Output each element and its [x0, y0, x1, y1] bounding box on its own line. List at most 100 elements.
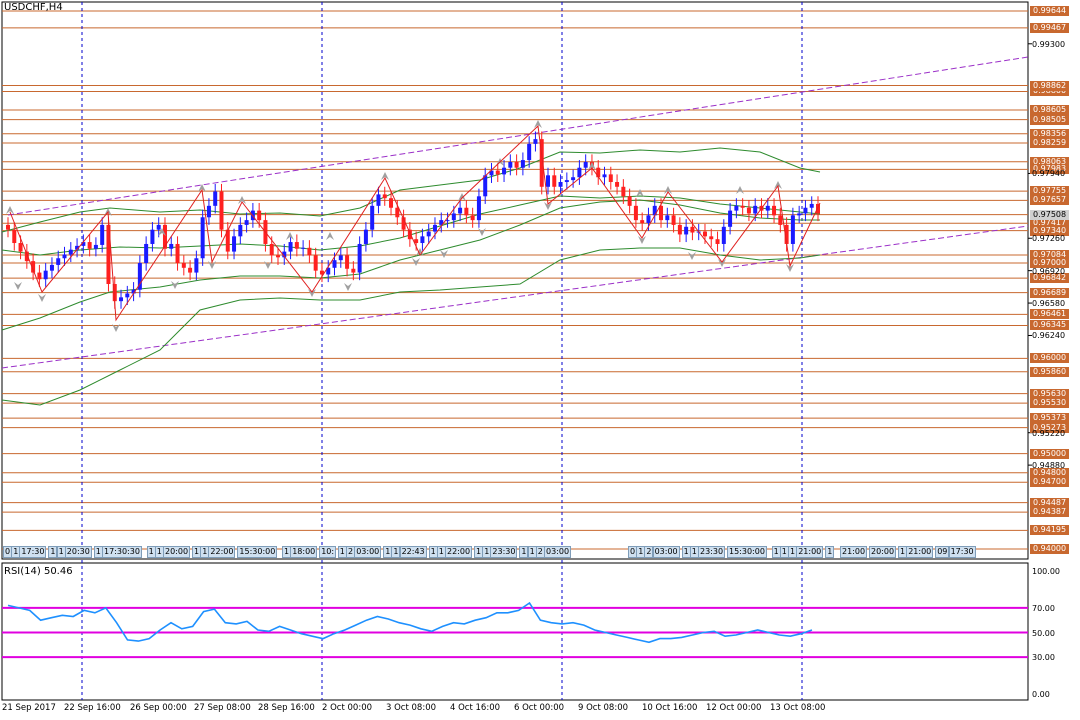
bollinger-lower-band — [1, 247, 821, 406]
fractal-up-marker — [534, 120, 542, 128]
price-level-label: 0.95000 — [1030, 448, 1070, 459]
bear-candle — [313, 255, 318, 271]
current-price-label: 0.97508 — [1030, 209, 1070, 220]
bull-candle — [439, 220, 444, 225]
fractal-up-marker — [664, 186, 672, 194]
price-level-label: 0.97983 — [1030, 164, 1070, 175]
price-level-label: 0.98505 — [1030, 114, 1070, 125]
bear-candle — [407, 229, 412, 240]
price-level-label: 0.96689 — [1030, 287, 1070, 298]
bull-candle — [583, 161, 588, 168]
bull-candle — [125, 293, 130, 298]
price-level-label: 0.97657 — [1030, 195, 1070, 206]
timestamp-tag: 21:00 — [906, 546, 934, 558]
price-level-label: 0.94800 — [1030, 467, 1070, 478]
price-level-label: 0.96461 — [1030, 309, 1070, 320]
timestamp-tag: 09 — [935, 546, 950, 558]
bull-candle — [119, 297, 124, 302]
bull-candle — [420, 236, 425, 244]
timestamp-tag: 21:00 — [840, 546, 868, 558]
timestamp-tag: 17:30:30 — [102, 546, 142, 558]
fractal-down-marker — [264, 261, 272, 269]
fractal-up-marker — [588, 162, 596, 170]
bull-candle — [81, 242, 86, 246]
timestamp-tag: 03:00 — [652, 546, 680, 558]
bull-candle — [558, 182, 563, 187]
price-level-label: 0.98605 — [1030, 105, 1070, 116]
price-level-label: 0.98862 — [1030, 80, 1070, 91]
timestamp-tag: 22:43 — [399, 546, 427, 558]
bull-candle — [238, 224, 243, 237]
fractal-down-marker — [412, 258, 420, 266]
price-level-label: 0.97755 — [1030, 186, 1070, 197]
bull-candle — [445, 220, 450, 222]
fractal-down-marker — [308, 289, 316, 297]
time-axis-label: 4 Oct 16:00 — [450, 703, 501, 713]
bear-candle — [633, 205, 638, 221]
timestamp-tag: 17:30 — [948, 546, 976, 558]
time-axis-label: 9 Oct 08:00 — [578, 703, 629, 713]
bull-candle — [301, 247, 306, 249]
bull-candle — [68, 249, 73, 255]
timestamp-tag: 22:00 — [445, 546, 473, 558]
price-level-label: 0.97000 — [1030, 258, 1070, 269]
price-level-label: 0.95373 — [1030, 413, 1070, 424]
bear-candle — [257, 210, 262, 221]
timestamp-tag: 18:00 — [290, 546, 318, 558]
time-axis-label: 12 Oct 00:00 — [706, 703, 762, 713]
bear-candle — [671, 215, 676, 225]
bull-candle — [232, 236, 237, 252]
price-scale-label: 0.99300 — [1032, 39, 1066, 49]
timestamp-tag: 20:30 — [64, 546, 92, 558]
timestamp-tag: 15:30:00 — [727, 546, 767, 558]
fractal-up-marker — [458, 193, 466, 201]
price-level-label: 0.96345 — [1030, 320, 1070, 331]
fractal-down-marker — [208, 261, 216, 269]
bear-candle — [784, 224, 789, 244]
bull-candle — [451, 213, 456, 221]
price-level-label: 0.98800 — [1030, 86, 1070, 97]
bull-candle — [288, 242, 293, 252]
bull-candle — [56, 258, 61, 265]
fractal-down-marker — [171, 281, 179, 289]
price-scale-label: 0.94880 — [1032, 461, 1066, 471]
bull-candle — [206, 205, 211, 218]
timestamp-tag: 03:00 — [354, 546, 382, 558]
time-axis-label: 13 Oct 08:00 — [770, 703, 826, 713]
bull-candle — [489, 170, 494, 176]
fractal-down-marker — [14, 282, 22, 290]
bull-candle — [753, 205, 758, 214]
bull-candle — [194, 258, 199, 273]
bear-candle — [269, 243, 274, 256]
bear-candle — [690, 226, 695, 233]
time-axis-label: 28 Sep 16:00 — [258, 703, 315, 713]
fractal-up-marker — [736, 186, 744, 194]
price-level-label: 0.98356 — [1030, 128, 1070, 139]
bear-candle — [87, 242, 92, 249]
price-level-label: 0.94387 — [1030, 507, 1070, 518]
bear-candle — [702, 231, 707, 237]
bear-candle — [18, 243, 23, 252]
time-axis-label: 22 Sep 16:00 — [64, 703, 121, 713]
price-level-label: 0.94195 — [1030, 525, 1070, 536]
price-level-label: 0.96842 — [1030, 273, 1070, 284]
bear-candle — [621, 186, 626, 197]
fractal-up-marker — [326, 232, 334, 240]
bear-candle — [31, 261, 36, 273]
bull-candle — [93, 244, 98, 249]
bull-candle — [476, 196, 481, 221]
bull-candle — [150, 229, 155, 244]
bear-candle — [740, 205, 745, 208]
bear-candle — [470, 215, 475, 221]
bear-candle — [414, 239, 419, 244]
bear-candle — [539, 139, 544, 187]
bull-candle — [809, 203, 814, 208]
chart-symbol-title: USDCHF,H4 — [4, 2, 63, 13]
bull-candle — [75, 245, 80, 250]
bear-candle — [12, 229, 17, 244]
bear-candle — [345, 255, 350, 269]
bull-candle — [426, 231, 431, 237]
price-scale-label: 0.97260 — [1032, 234, 1066, 244]
